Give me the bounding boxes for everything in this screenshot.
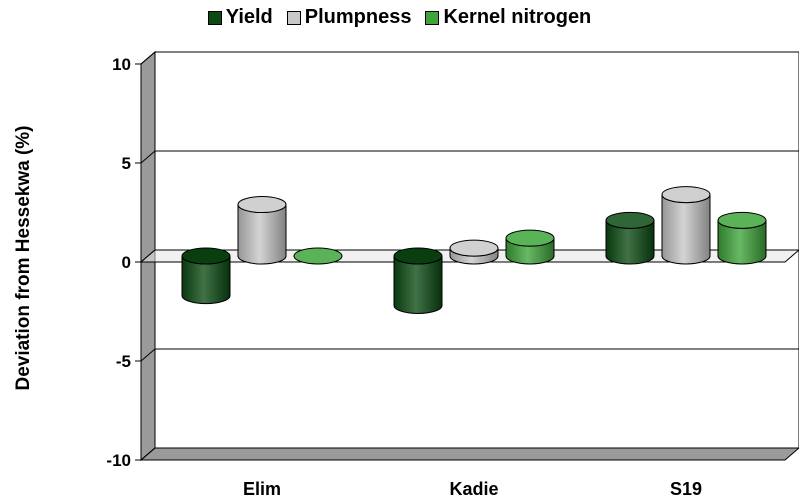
bar-cap bbox=[661, 186, 711, 204]
bar-cap bbox=[449, 239, 499, 257]
legend-label-plumpness: Plumpness bbox=[304, 6, 412, 28]
bar-kernel-nitrogen-s19 bbox=[717, 211, 767, 265]
bar-cap bbox=[393, 247, 443, 265]
bar-body bbox=[237, 204, 287, 265]
bar-plumpness-elim bbox=[237, 196, 287, 265]
bar-body bbox=[661, 194, 711, 265]
legend-swatch-plumpness bbox=[286, 10, 301, 25]
bar-kernel-nitrogen-kadie bbox=[505, 229, 555, 265]
legend-item-kernel-nitrogen: Kernel nitrogen bbox=[425, 6, 591, 29]
bar-yield-kadie bbox=[393, 247, 443, 314]
bar-cap bbox=[237, 196, 287, 214]
bar-cap bbox=[293, 247, 343, 265]
bar-kernel-nitrogen-elim bbox=[293, 247, 343, 265]
y-tick-label: 10 bbox=[112, 55, 131, 74]
bar-cap bbox=[505, 229, 555, 247]
legend-label-kernel-nitrogen: Kernel nitrogen bbox=[443, 6, 592, 28]
legend-swatch-yield bbox=[207, 10, 222, 25]
legend-swatch-kernel-nitrogen bbox=[425, 10, 440, 25]
bar-yield-s19 bbox=[605, 211, 655, 265]
y-tick-label: -10 bbox=[106, 451, 131, 470]
gridline-side bbox=[140, 348, 156, 362]
y-tick-label: -5 bbox=[116, 352, 131, 371]
legend-label-yield: Yield bbox=[225, 6, 273, 28]
bar-plumpness-kadie bbox=[449, 239, 499, 265]
gridline-side bbox=[140, 150, 156, 164]
y-tick-label: 5 bbox=[122, 154, 131, 173]
x-tick-label: Kadie bbox=[449, 479, 498, 498]
y-tick-label: 0 bbox=[122, 253, 131, 272]
gridline-side bbox=[140, 447, 156, 461]
bar-cap bbox=[181, 247, 231, 265]
bar-yield-elim bbox=[181, 247, 231, 305]
legend-item-plumpness: Plumpness bbox=[286, 6, 412, 29]
legend-item-yield: Yield bbox=[207, 6, 273, 29]
bar-body bbox=[393, 255, 443, 314]
legend: Yield Plumpness Kernel nitrogen bbox=[0, 6, 799, 29]
x-tick-label: Elim bbox=[243, 479, 281, 498]
bar-cap bbox=[717, 211, 767, 229]
gridline-side bbox=[140, 51, 156, 65]
x-tick-label: S19 bbox=[670, 479, 702, 498]
bar-cap bbox=[605, 211, 655, 229]
bar-plumpness-s19 bbox=[661, 186, 711, 265]
floor bbox=[139, 447, 799, 461]
